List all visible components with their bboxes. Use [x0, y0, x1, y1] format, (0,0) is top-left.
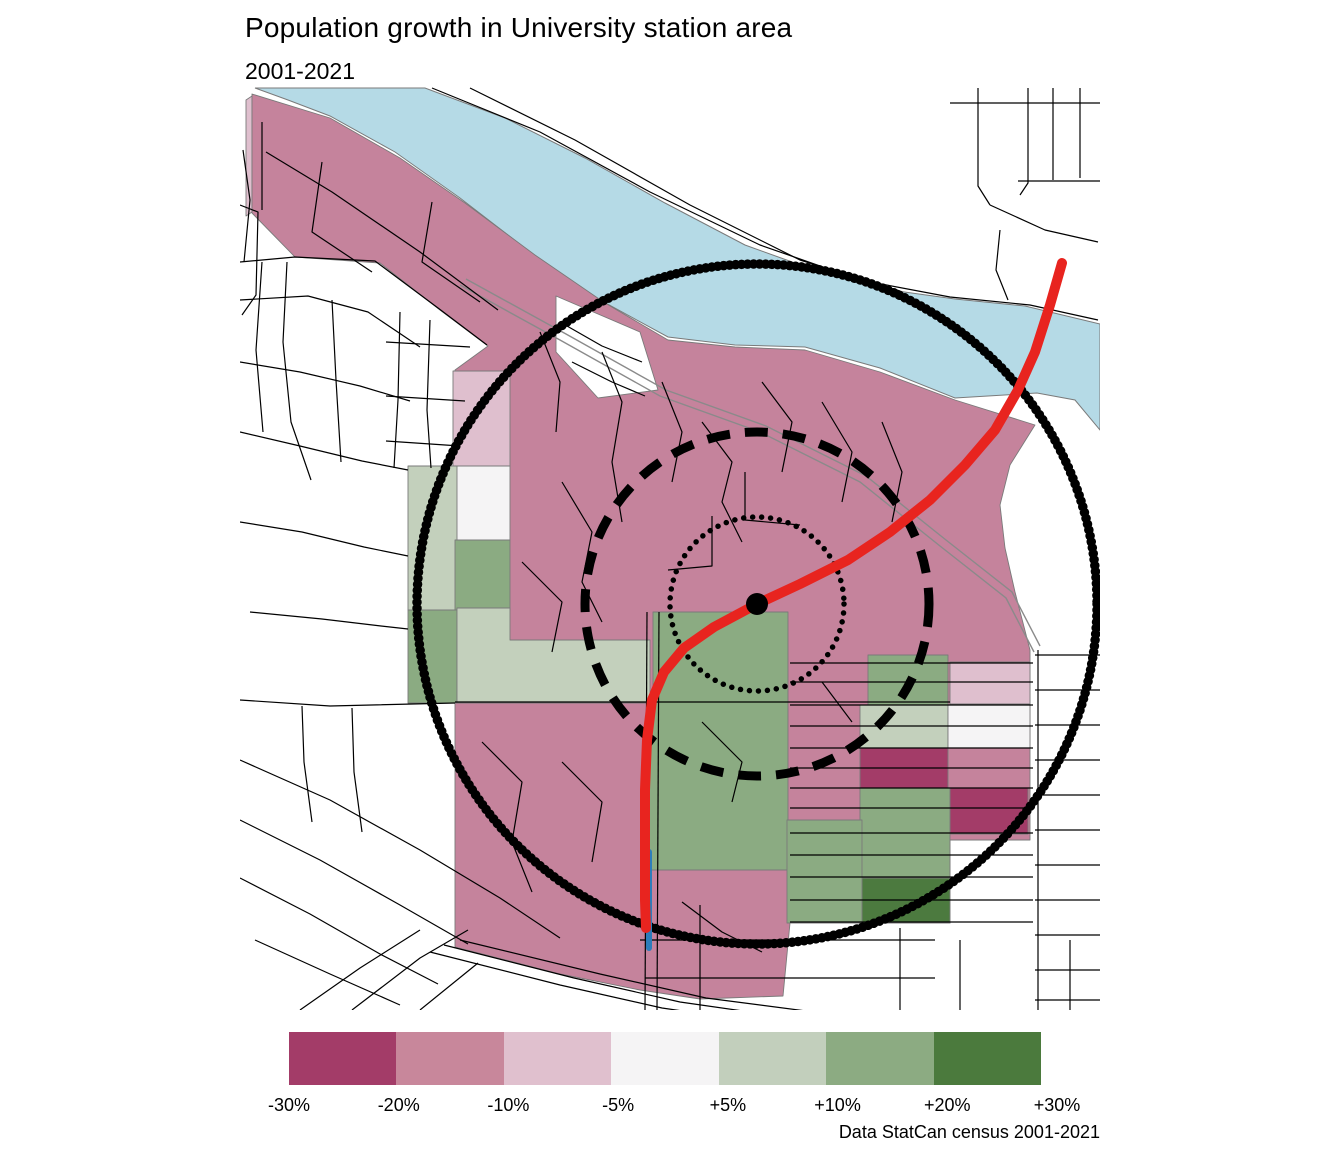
street: [421, 201, 481, 303]
legend-swatch: [826, 1032, 934, 1085]
street: [393, 311, 401, 469]
river: [254, 87, 1100, 431]
legend-label: +10%: [814, 1095, 861, 1115]
street: [521, 561, 563, 653]
street: [240, 361, 411, 402]
street: [701, 721, 743, 803]
legend-swatch: [289, 1032, 397, 1085]
street: [601, 351, 623, 523]
street: [299, 929, 421, 1010]
census-region: [454, 539, 511, 611]
legend-label: -5%: [602, 1095, 635, 1115]
street: [240, 819, 469, 945]
street: [701, 421, 743, 543]
street: [995, 229, 1009, 301]
street: [240, 204, 259, 316]
street: [249, 611, 409, 630]
street: [240, 431, 409, 471]
legend-swatch: [611, 1032, 719, 1085]
street: [282, 261, 312, 481]
street: [311, 161, 373, 273]
street: [429, 951, 680, 1010]
street: [240, 256, 488, 346]
street: [426, 319, 432, 469]
street: [301, 705, 313, 823]
street: [481, 741, 533, 893]
street: [385, 395, 466, 402]
census-region: [245, 95, 253, 217]
street: [821, 401, 853, 503]
street: [761, 381, 793, 473]
street: [240, 521, 409, 557]
map-layers: [240, 87, 1100, 1010]
street: [385, 341, 471, 348]
legend-label: +5%: [709, 1095, 747, 1115]
legend-label: -20%: [377, 1095, 420, 1115]
legend-label: +20%: [924, 1095, 971, 1115]
street: [265, 151, 499, 311]
rail-line: [459, 284, 1035, 653]
transit-line-red: [640, 258, 1067, 933]
street: [240, 877, 439, 985]
street: [255, 261, 264, 433]
map-title: Population growth in University station …: [245, 12, 793, 43]
street: [443, 944, 741, 1010]
legend-label: +30%: [1033, 1095, 1081, 1115]
distance-rings: [412, 259, 1100, 949]
legend-swatch: [718, 1032, 827, 1085]
street: [661, 381, 683, 483]
street: [240, 295, 421, 348]
street: [539, 331, 561, 433]
legend-swatch: [396, 1032, 504, 1085]
street: [240, 759, 561, 939]
street: [561, 761, 603, 863]
street: [989, 204, 1099, 243]
street: [419, 962, 479, 1010]
legend-label: -10%: [487, 1095, 530, 1115]
street: [385, 440, 461, 447]
data-source-caption: Data StatCan census 2001-2021: [838, 1122, 1100, 1142]
legend-swatch: [933, 1032, 1041, 1085]
street: [240, 699, 456, 707]
outer-ring: [412, 259, 1100, 949]
map-subtitle: 2001-2021: [245, 58, 355, 84]
station-dot: [746, 593, 768, 615]
census-region: [454, 465, 511, 541]
census-region: [555, 295, 659, 399]
street: [881, 421, 903, 523]
census-region: [251, 93, 1036, 1000]
census-region: [647, 611, 789, 871]
census-region: [786, 819, 863, 924]
street: [571, 361, 646, 397]
legend-colorbar: [289, 1032, 1041, 1085]
street: [1019, 88, 1029, 196]
inner-ring: [667, 514, 847, 694]
street: [459, 939, 804, 1010]
street: [254, 939, 401, 1006]
street: [351, 707, 363, 833]
census-region: [949, 661, 1031, 705]
street: [559, 321, 643, 363]
rail-line: [465, 278, 1041, 647]
legend-label: -30%: [267, 1095, 311, 1115]
street: [351, 929, 469, 1010]
street: [977, 88, 991, 206]
rail-lines: [459, 278, 1041, 653]
street: [242, 149, 251, 263]
legend-swatch: [503, 1032, 612, 1085]
middle-ring: [580, 427, 934, 781]
